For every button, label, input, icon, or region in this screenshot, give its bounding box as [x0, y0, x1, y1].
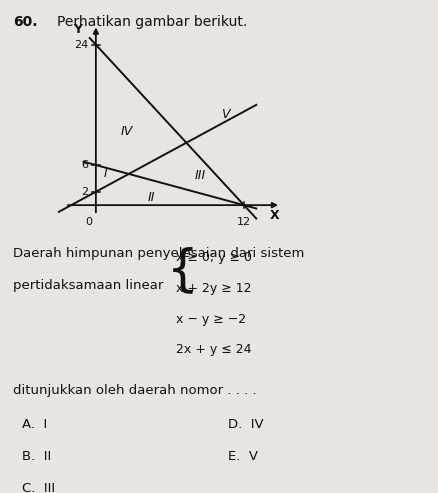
Text: IV: IV [120, 125, 133, 138]
Text: x ≥ 0; y ≥ 0: x ≥ 0; y ≥ 0 [175, 251, 251, 264]
Text: 6: 6 [81, 160, 88, 170]
Text: X: X [269, 209, 279, 222]
Text: 2x + y ≤ 24: 2x + y ≤ 24 [175, 343, 251, 356]
Text: Perhatikan gambar berikut.: Perhatikan gambar berikut. [57, 15, 247, 29]
Text: E.  V: E. V [228, 450, 258, 463]
Text: {: { [166, 246, 198, 294]
Text: C.  III: C. III [22, 482, 55, 493]
Text: x + 2y ≥ 12: x + 2y ≥ 12 [175, 282, 251, 295]
Text: II: II [147, 191, 155, 204]
Text: 0: 0 [85, 217, 92, 227]
Text: D.  IV: D. IV [228, 418, 263, 431]
Text: x − y ≥ −2: x − y ≥ −2 [175, 313, 245, 325]
Text: 60.: 60. [13, 15, 38, 29]
Text: Daerah himpunan penyelesaian dari sistem: Daerah himpunan penyelesaian dari sistem [13, 246, 304, 259]
Text: A.  I: A. I [22, 418, 47, 431]
Text: B.  II: B. II [22, 450, 51, 463]
Text: V: V [221, 108, 229, 121]
Text: III: III [194, 169, 206, 181]
Text: 24: 24 [74, 40, 88, 50]
Text: pertidaksamaan linear: pertidaksamaan linear [13, 279, 163, 291]
Text: 2: 2 [81, 187, 88, 197]
Text: 12: 12 [237, 217, 251, 227]
Text: I: I [104, 167, 107, 179]
Text: ditunjukkan oleh daerah nomor . . . .: ditunjukkan oleh daerah nomor . . . . [13, 384, 256, 396]
Text: Y: Y [73, 24, 81, 36]
